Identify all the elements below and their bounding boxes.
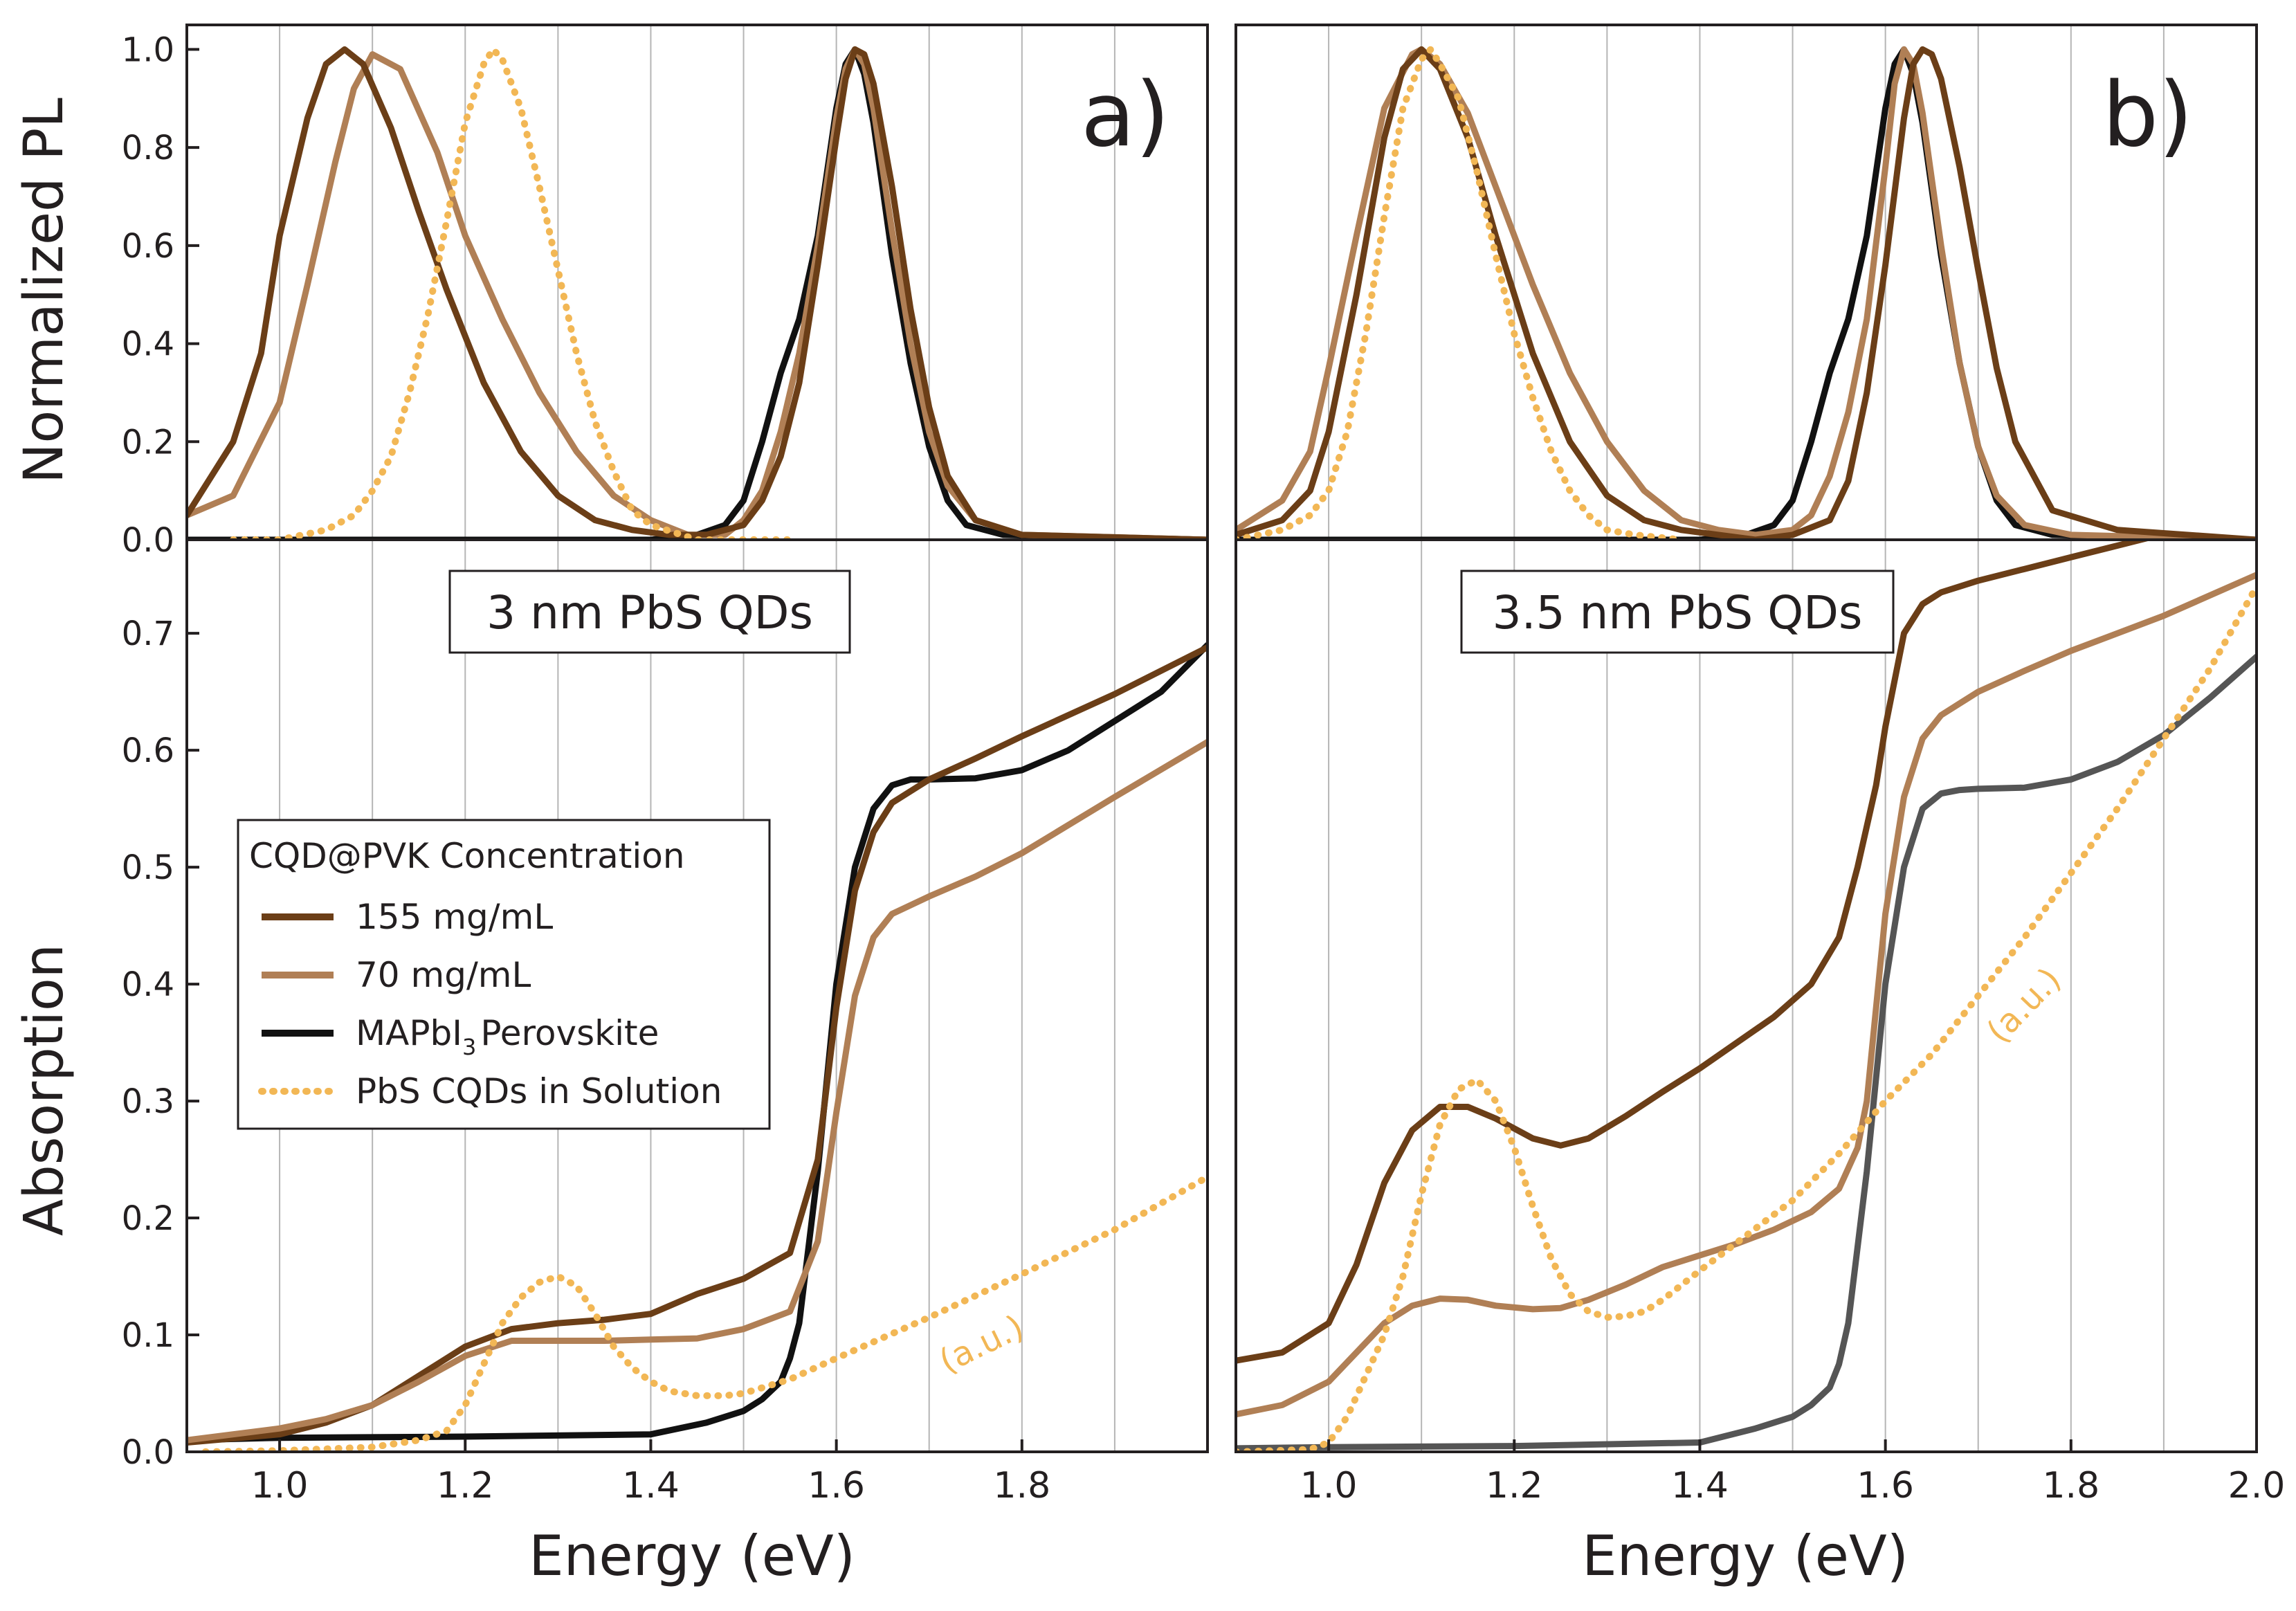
y-tick-label: 1.0 xyxy=(122,30,174,69)
y-tick-label: 0.6 xyxy=(122,731,174,770)
series-panel-b-pl xyxy=(1236,46,2257,540)
sample-label-b: 3.5 nm PbS QDs xyxy=(1460,570,1895,654)
legend-label-mapbi3-sub: 3 xyxy=(462,1034,476,1060)
x-tick-label: 1.0 xyxy=(251,1465,309,1507)
x-tick-label: 1.2 xyxy=(437,1465,494,1507)
series-line-pbs-cqds-in-solution xyxy=(1236,583,2257,1452)
series-line-155-mg-ml xyxy=(1236,46,2257,540)
series-panel-a-pl xyxy=(187,46,1208,540)
legend-label-mapbi3-tail: Perovskite xyxy=(480,1013,659,1053)
x-axis-title-a: Energy (eV) xyxy=(529,1524,855,1588)
legend: CQD@PVK Concentration 155 mg/mL 70 mg/mL… xyxy=(237,819,771,1130)
legend-label-155: 155 mg/mL xyxy=(356,897,553,937)
series-line-pbs-cqds-in-solution xyxy=(201,1173,1208,1452)
y-tick-label: 0.4 xyxy=(122,965,174,1004)
sample-label-b-box xyxy=(1460,570,1895,654)
panel-label-b: b) xyxy=(2102,64,2193,167)
series-line-155-mg-ml xyxy=(187,46,1208,540)
x-tick-label: 2.0 xyxy=(2228,1465,2286,1507)
sample-label-b-text: 3.5 nm PbS QDs xyxy=(1493,586,1863,639)
y-axis-title-pl: Normalized PL xyxy=(13,98,75,484)
series-line-pbs-cqds-in-solution xyxy=(1236,46,1685,540)
panel-label-a: a) xyxy=(1081,64,1169,167)
x-axis-title-b: Energy (eV) xyxy=(1582,1524,1908,1588)
series-line-mapbi3-perovskite xyxy=(1236,653,2257,1452)
y-tick-label: 0.8 xyxy=(122,129,174,167)
legend-label-mapbi3: MAPbI3 Perovskite xyxy=(356,1013,659,1060)
series-panel-b-abs xyxy=(1236,540,2257,1452)
frame-panel-a xyxy=(185,24,1209,1453)
legend-label-solution: PbS CQDs in Solution xyxy=(356,1071,722,1111)
y-tick-label: 0.2 xyxy=(122,423,174,462)
x-tick-label: 1.4 xyxy=(1671,1465,1729,1507)
sample-label-a-text: 3 nm PbS QDs xyxy=(486,586,813,639)
series-line-155-mg-ml xyxy=(1236,540,2153,1364)
sample-label-a: 3 nm PbS QDs xyxy=(448,570,851,654)
y-tick-label: 0.5 xyxy=(122,848,174,887)
y-tick-label: 0.7 xyxy=(122,615,174,653)
y-tick-label: 0.3 xyxy=(122,1082,174,1121)
series-panel-a-abs xyxy=(187,641,1208,1452)
x-tick-label: 1.6 xyxy=(808,1465,865,1507)
y-tick-label: 0.0 xyxy=(122,521,174,560)
legend-title: CQD@PVK Concentration xyxy=(249,836,685,876)
y-tick-label: 0.2 xyxy=(122,1199,174,1238)
x-tick-label: 1.2 xyxy=(1486,1465,1543,1507)
axis-ticks: 0.0 0.2 0.4 0.6 0.8 1.0 0.0 0.1 0.2 0.3 0.4 0.5 0.6 0… xyxy=(122,30,2286,1507)
legend-label-70: 70 mg/mL xyxy=(356,955,531,995)
y-tick-label: 0.0 xyxy=(122,1433,174,1472)
y-tick-label: 0.1 xyxy=(122,1316,174,1355)
y-tick-label: 0.4 xyxy=(122,325,174,364)
sample-label-a-box xyxy=(448,570,851,654)
series-line-70-mg-ml xyxy=(1236,572,2257,1418)
legend-label-mapbi3-main: MAPbI xyxy=(356,1013,462,1053)
x-tick-label: 1.4 xyxy=(622,1465,680,1507)
y-tick-label: 0.6 xyxy=(122,227,174,266)
x-tick-label: 1.8 xyxy=(993,1465,1050,1507)
series-line-pbs-cqds-in-solution xyxy=(230,46,794,540)
x-tick-label: 1.6 xyxy=(1857,1465,1914,1507)
series-line-155-mg-ml xyxy=(187,644,1208,1446)
frame-panel-b xyxy=(1234,24,2258,1453)
series-line-mapbi3-perovskite xyxy=(187,641,1208,1444)
series-line-70-mg-ml xyxy=(187,738,1208,1444)
x-tick-label: 1.0 xyxy=(1300,1465,1358,1507)
y-axis-title-absorption: Absorption xyxy=(13,944,75,1236)
x-tick-label: 1.8 xyxy=(2042,1465,2099,1507)
